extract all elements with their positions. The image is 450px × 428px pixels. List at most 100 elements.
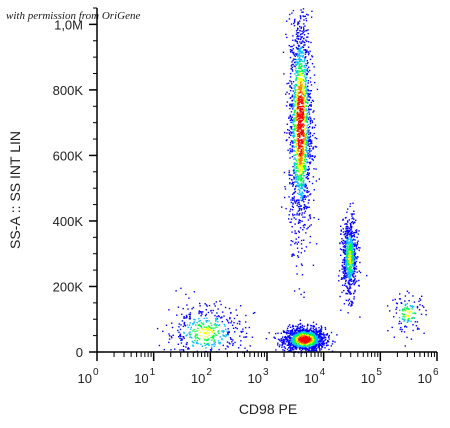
data-point [300, 335, 303, 338]
data-point [304, 73, 306, 76]
data-point [308, 225, 311, 227]
data-point [347, 230, 349, 233]
data-point [347, 269, 349, 271]
data-point [300, 341, 303, 343]
data-point [292, 325, 295, 328]
data-point [303, 185, 305, 187]
data-point [313, 346, 316, 348]
data-point [292, 165, 294, 168]
data-point [293, 332, 295, 334]
data-point [301, 333, 304, 336]
data-point [416, 328, 419, 330]
data-point [297, 160, 300, 163]
data-point [305, 136, 307, 138]
data-point [316, 334, 318, 336]
data-point [315, 327, 317, 329]
data-point [401, 318, 404, 320]
data-point [293, 346, 295, 348]
data-point [303, 339, 306, 341]
data-point [198, 310, 201, 312]
data-point [208, 344, 210, 346]
data-point [348, 227, 351, 229]
data-point [309, 136, 311, 139]
data-point [348, 288, 351, 290]
data-point [301, 195, 303, 198]
data-point [308, 206, 310, 208]
data-point [158, 344, 161, 347]
data-point [284, 186, 286, 188]
data-point [328, 348, 330, 351]
data-point [349, 262, 351, 264]
data-point [307, 172, 309, 174]
data-point [192, 330, 194, 332]
data-point [292, 203, 294, 205]
data-point [228, 342, 230, 344]
data-point [292, 136, 295, 139]
data-point [344, 269, 346, 271]
data-point [321, 337, 324, 340]
data-point [293, 120, 295, 122]
data-point [289, 85, 291, 87]
data-point [206, 343, 208, 346]
data-point [299, 187, 302, 189]
data-point [308, 329, 311, 332]
data-point [307, 51, 309, 53]
data-point [320, 348, 323, 350]
data-point [307, 129, 309, 131]
data-point [302, 105, 304, 108]
data-point [298, 144, 300, 147]
data-point [286, 344, 288, 346]
data-point [396, 302, 398, 305]
data-point [344, 223, 346, 225]
data-point [308, 99, 310, 102]
data-point [340, 249, 343, 251]
data-point [402, 310, 404, 312]
data-point [299, 41, 301, 43]
data-point [178, 336, 180, 338]
data-point [277, 332, 279, 334]
data-point [342, 246, 345, 248]
data-point [294, 90, 296, 92]
data-point [198, 311, 200, 313]
data-point [300, 65, 302, 67]
data-point [224, 325, 226, 327]
data-point [184, 324, 186, 326]
data-point [317, 336, 319, 338]
data-point [346, 233, 348, 236]
data-point [303, 196, 306, 199]
data-point [294, 86, 296, 88]
data-point [309, 58, 312, 61]
data-point [398, 320, 401, 323]
data-point [296, 35, 298, 38]
data-point [292, 48, 294, 50]
data-point [299, 221, 301, 224]
data-point [343, 261, 346, 264]
data-point [295, 232, 297, 235]
data-point [301, 220, 303, 222]
data-point [308, 180, 311, 183]
data-point [232, 327, 235, 329]
data-point [351, 235, 353, 237]
data-point [310, 336, 312, 338]
data-point [273, 336, 275, 338]
data-point [311, 347, 313, 349]
data-point [290, 104, 293, 107]
data-point [300, 106, 302, 108]
data-point [212, 343, 214, 346]
data-point [302, 150, 305, 153]
data-point [300, 193, 302, 195]
data-point [293, 217, 295, 219]
y-tick-label: 800K [53, 83, 84, 98]
data-point [304, 51, 307, 53]
data-point [298, 201, 300, 203]
data-point [304, 198, 306, 200]
data-point [307, 343, 309, 345]
data-point [285, 33, 287, 36]
data-point [235, 309, 237, 311]
data-point [307, 154, 309, 157]
data-point [301, 348, 304, 351]
data-point [314, 340, 316, 342]
data-point [327, 340, 330, 343]
data-point [302, 132, 304, 134]
data-point [293, 158, 295, 160]
